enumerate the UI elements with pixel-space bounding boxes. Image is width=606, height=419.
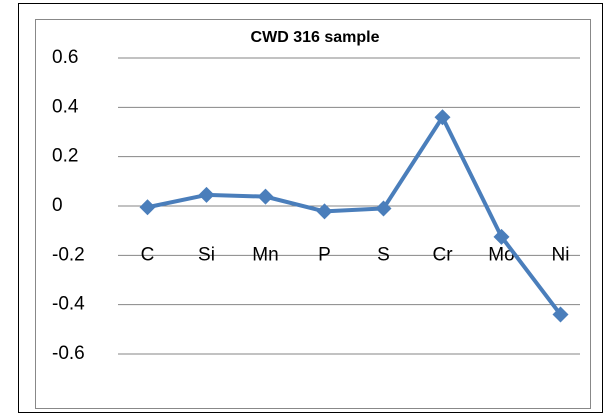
- x-tick-label: Si: [198, 244, 215, 265]
- y-tick-label: 0.6: [52, 47, 78, 68]
- x-tick-label: S: [377, 244, 390, 265]
- x-tick-label: P: [318, 244, 331, 265]
- y-tick-label: 0.4: [52, 96, 79, 117]
- marker: [493, 228, 510, 245]
- x-tick-label: Mn: [252, 244, 278, 265]
- marker: [375, 200, 392, 217]
- y-tick-label: 0.2: [52, 146, 78, 167]
- chart-title: CWD 316 sample: [251, 29, 380, 46]
- y-tick-label: 0: [52, 195, 63, 216]
- x-tick-label: Cr: [432, 244, 453, 265]
- y-tick-label: -0.6: [52, 343, 85, 364]
- chart-border: [35, 19, 591, 409]
- marker: [139, 199, 156, 216]
- y-tick-label: -0.2: [52, 244, 85, 265]
- x-tick-label: Ni: [552, 244, 570, 265]
- marker: [552, 306, 569, 323]
- marker: [198, 186, 215, 203]
- marker: [257, 188, 274, 205]
- y-tick-label: -0.4: [52, 294, 85, 315]
- marker: [434, 109, 451, 126]
- x-tick-label: Mo: [488, 244, 514, 265]
- series-line: [147, 115, 563, 316]
- x-tick-label: C: [141, 244, 155, 265]
- outer-border: [18, 3, 603, 413]
- marker: [316, 203, 333, 220]
